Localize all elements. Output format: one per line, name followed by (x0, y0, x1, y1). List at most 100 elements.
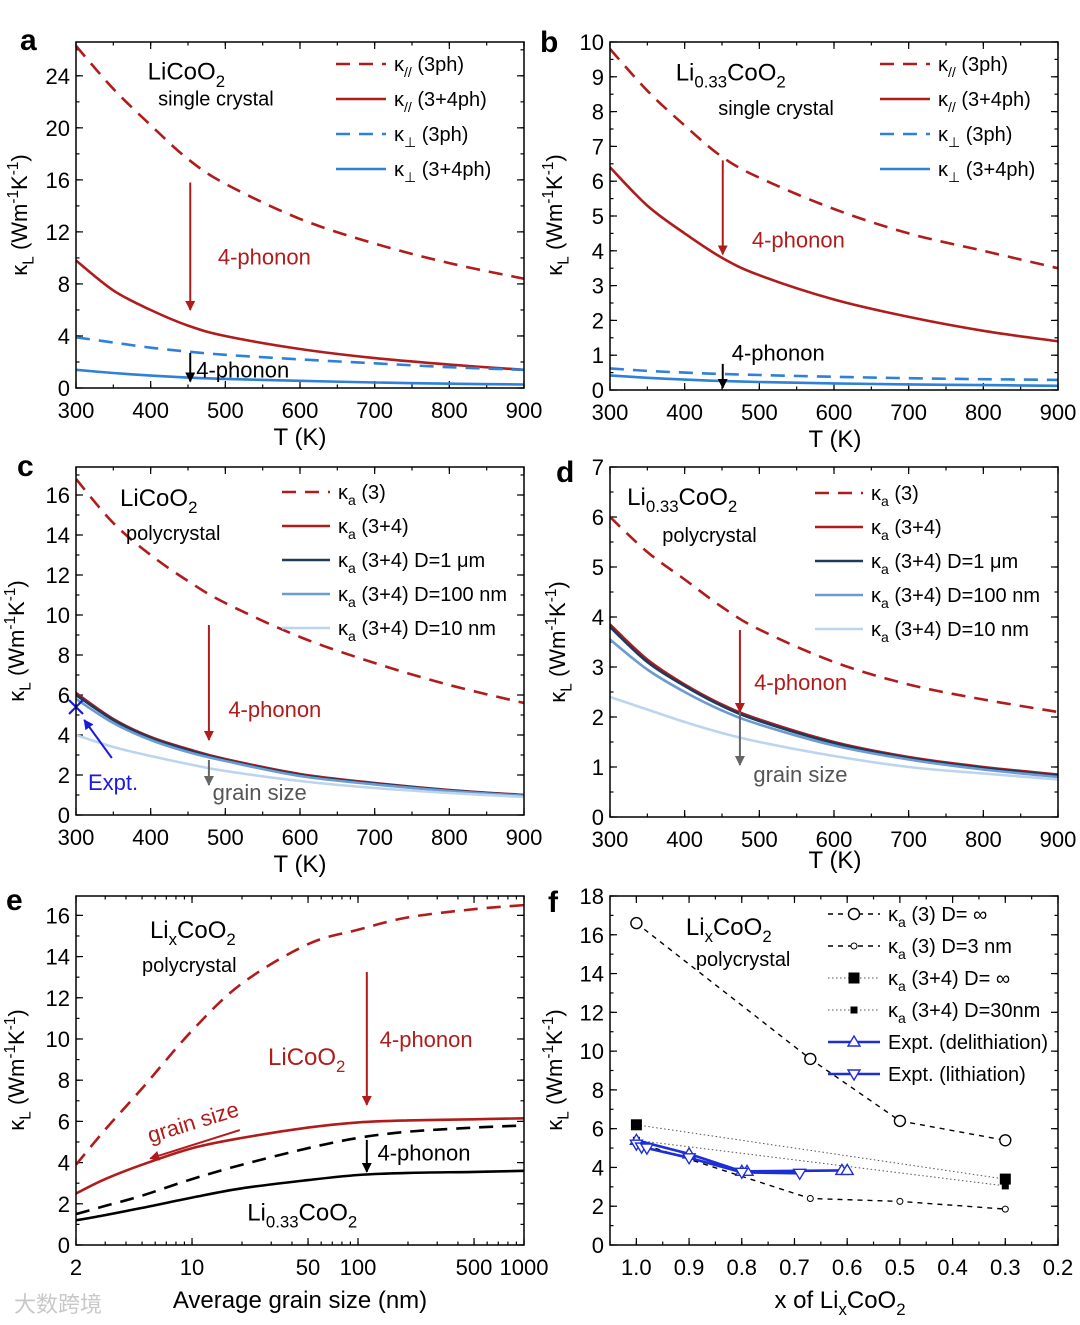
y-tick-label: 20 (46, 116, 70, 141)
x-tick-label: 900 (506, 398, 543, 423)
legend-item: Expt. (lithiation) (828, 1064, 1026, 1086)
legend: κa (3) κa (3+4) κa (3+4) D=1 μm κa (3+4) D=… (815, 483, 1040, 645)
y-tick-label: 24 (46, 64, 70, 89)
legend-label: κ// (3+4ph) (394, 89, 487, 115)
x-tick-label: 100 (340, 1255, 377, 1280)
x-tick-label: 1000 (500, 1255, 549, 1280)
x-tick-label: 50 (296, 1255, 320, 1280)
legend-label: κ⊥ (3ph) (394, 124, 468, 150)
x-tick-label: 900 (1040, 827, 1077, 852)
x-tick-label: 300 (58, 398, 95, 423)
legend-label: κa (3+4) (871, 517, 942, 543)
legend-item: κa (3+4) D=30nm (828, 1000, 1040, 1026)
annotation-title: LixCoO2 (686, 914, 772, 946)
y-tick-label: 6 (592, 169, 604, 194)
legend-item: κ// (3+4ph) (336, 89, 487, 115)
y-tick-label: 6 (592, 1117, 604, 1142)
y-tick-label: 8 (58, 643, 70, 668)
series-group (610, 516, 1058, 781)
watermark: 大数跨境 (14, 1292, 102, 1317)
legend-item: κa (3+4) (282, 516, 409, 542)
annotation-note: 4-phonon (380, 1027, 473, 1052)
y-tick-label: 12 (46, 563, 70, 588)
y-tick-label: 8 (58, 272, 70, 297)
y-tick-label: 6 (58, 1109, 70, 1134)
legend-label: κa (3+4) (338, 516, 409, 542)
series-line (610, 166, 1058, 343)
legend-label: κa (3) (338, 482, 386, 508)
legend-item: κ⊥ (3ph) (880, 124, 1012, 150)
y-tick-label: 0 (592, 378, 604, 403)
y-tick-label: 14 (580, 962, 604, 987)
plot-frame (75, 895, 525, 1246)
legend: κa (3) D= ∞ κa (3) D=3 nm κa (3+4) D= ∞ κa … (828, 904, 1048, 1086)
series-line (76, 478, 524, 705)
x-tick-label: 300 (592, 827, 629, 852)
y-tick-label: 2 (592, 705, 604, 730)
y-tick-label: 16 (46, 903, 70, 928)
legend-label: κ⊥ (3+4ph) (938, 159, 1035, 185)
annotation-title: LiCoO2 (268, 1044, 345, 1076)
legend-label: κ// (3+4ph) (938, 89, 1031, 115)
y-axis-label: κL (Wm-1K-1) (2, 580, 35, 701)
legend-item: κa (3) (282, 482, 386, 508)
x-tick-label: 0.8 (726, 1255, 757, 1280)
y-tick-label: 4 (592, 1155, 604, 1180)
annotation-subtitle: polycrystal (126, 523, 220, 545)
legend-label: κ// (3ph) (938, 54, 1008, 80)
data-point (893, 1114, 907, 1128)
x-tick-label: 900 (506, 825, 543, 850)
x-tick-label: 600 (282, 398, 319, 423)
x-tick-label: 500 (741, 400, 778, 425)
panel-letter: d (556, 456, 574, 489)
legend-label: κa (3) (871, 483, 919, 509)
x-tick-label: 0.9 (674, 1255, 705, 1280)
annotation-note: grain size (753, 762, 847, 787)
plot-frame (609, 41, 1059, 391)
axes (75, 467, 525, 816)
plot-frame (609, 895, 1059, 1246)
x-axis-label: x of LixCoO2 (774, 1287, 905, 1319)
y-tick-label: 1 (592, 343, 604, 368)
legend-item: κa (3+4) D=100 nm (282, 584, 507, 610)
series-group (76, 45, 524, 386)
legend-label: κ// (3ph) (394, 54, 464, 80)
legend: κ// (3ph) κ// (3+4ph) κ⊥ (3ph) κ⊥ (3+4ph) (336, 54, 491, 185)
annotation-title: LixCoO2 (150, 917, 236, 949)
x-tick-label: 10 (180, 1255, 204, 1280)
data-point (1001, 1205, 1009, 1213)
plot-frame (75, 466, 525, 816)
y-tick-label: 10 (46, 1027, 70, 1052)
legend-label: κ⊥ (3+4ph) (394, 159, 491, 185)
y-tick-label: 6 (58, 683, 70, 708)
x-tick-label: 700 (356, 825, 393, 850)
annotation-note: Expt. (88, 770, 138, 795)
legend-item: κa (3+4) D=1 μm (282, 550, 485, 576)
annotation-title: LiCoO2 (120, 485, 197, 517)
legend-label: Expt. (lithiation) (888, 1064, 1026, 1086)
x-axis-label: T (K) (809, 847, 862, 874)
data-point (999, 1173, 1011, 1185)
x-axis-label: T (K) (274, 424, 327, 451)
x-tick-label: 0.6 (832, 1255, 863, 1280)
annotation-note: 4-phonon (732, 340, 825, 365)
legend-label: κa (3+4) D= ∞ (888, 968, 1010, 994)
x-tick-label: 500 (741, 827, 778, 852)
legend-item: κ// (3ph) (336, 54, 464, 80)
legend-item: κa (3+4) D=10 nm (815, 619, 1029, 645)
x-tick-label: 500 (207, 398, 244, 423)
plot-frame (75, 41, 525, 389)
x-tick-label: 0.3 (990, 1255, 1021, 1280)
legend-marker (846, 1069, 862, 1082)
x-tick-label: 400 (666, 400, 703, 425)
x-tick-label: 0.2 (1043, 1255, 1074, 1280)
x-tick-label: 300 (58, 825, 95, 850)
x-tick-label: 400 (666, 827, 703, 852)
y-axis-label: κL (Wm-1K-1) (540, 1009, 573, 1130)
y-tick-label: 16 (46, 483, 70, 508)
y-tick-label: 1 (592, 755, 604, 780)
y-tick-label: 7 (592, 134, 604, 159)
series-line (76, 1117, 524, 1195)
y-tick-label: 0 (58, 803, 70, 828)
